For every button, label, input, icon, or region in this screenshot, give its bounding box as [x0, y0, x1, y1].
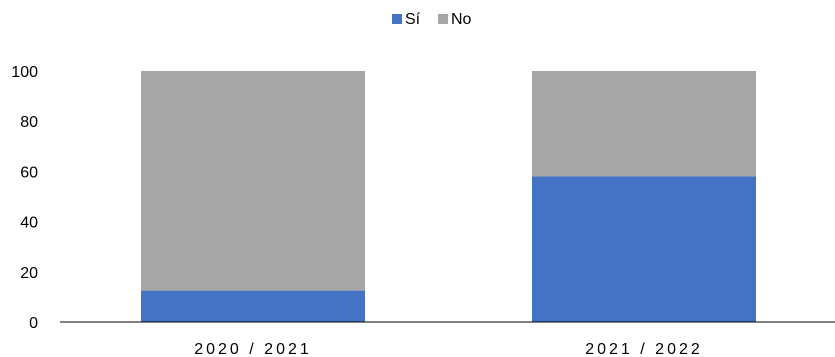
legend-swatch-si: [392, 14, 402, 24]
y-tick-label: 0: [29, 315, 38, 332]
x-category-label: 2020 / 2021: [194, 341, 312, 357]
bars: [141, 71, 756, 322]
legend-label-si: Sí: [405, 11, 421, 28]
x-axis-labels: 2020 / 2021 2021 / 2022: [194, 341, 703, 357]
legend-label-no: No: [451, 11, 472, 28]
y-axis: 0 20 40 60 80 100: [11, 64, 38, 332]
y-tick-label: 20: [20, 265, 38, 282]
y-tick-label: 60: [20, 164, 38, 181]
bar-segment-si-1: [141, 290, 365, 322]
y-tick-label: 100: [11, 64, 38, 81]
y-tick-label: 40: [20, 215, 38, 232]
bar-segment-no-1: [141, 71, 365, 291]
bar-segment-si-2: [532, 176, 756, 322]
x-category-label: 2021 / 2022: [585, 341, 703, 357]
bar-segment-no-2: [532, 71, 756, 177]
legend: Sí No: [392, 11, 472, 28]
legend-swatch-no: [438, 14, 448, 24]
y-tick-label: 80: [20, 114, 38, 131]
